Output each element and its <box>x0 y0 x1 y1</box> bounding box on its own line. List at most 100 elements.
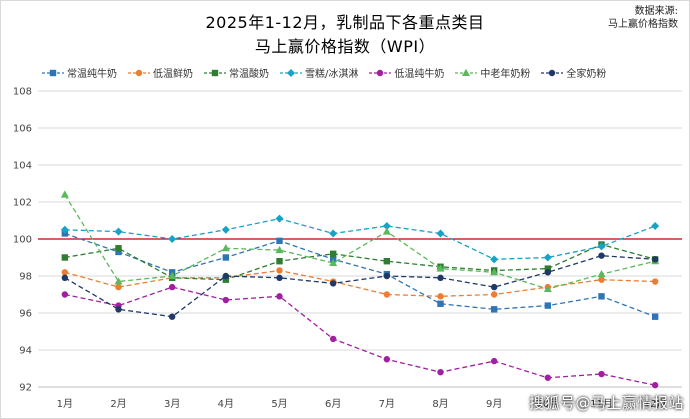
series-7-point-7 <box>383 272 391 280</box>
source-label: 数据来源: <box>634 6 678 17</box>
series-1-point-12 <box>651 313 659 320</box>
series-line-3 <box>64 243 656 281</box>
series-1-point-2 <box>115 248 122 256</box>
legend-item-7: 全家奶粉 <box>541 65 606 80</box>
y-tick-label-106: 106 <box>13 124 32 135</box>
x-tick-label-1: 1月 <box>57 398 73 410</box>
y-tick-label-92: 92 <box>19 383 32 394</box>
legend-swatch-1 <box>42 69 64 76</box>
series-1-point-9 <box>490 306 498 313</box>
y-tick-label-98: 98 <box>19 272 32 283</box>
source-note: 数据来源: 马上赢价格指数 <box>608 5 678 31</box>
series-7-point-4 <box>222 272 230 280</box>
series-1-point-10 <box>544 302 552 309</box>
series-5-point-5 <box>276 293 283 300</box>
series-2-point-9 <box>490 291 498 298</box>
source-name: 马上赢价格指数 <box>608 19 678 30</box>
legend-label-5: 低温纯牛奶 <box>394 69 445 80</box>
x-tick-label-11: 11月 <box>590 398 613 410</box>
series-1-point-8 <box>437 300 444 307</box>
legend-swatch-6 <box>455 68 478 76</box>
series-7-point-10 <box>544 269 552 276</box>
series-3-point-2 <box>115 245 122 252</box>
series-4-point-10 <box>543 253 552 262</box>
series-4-point-8 <box>436 229 445 238</box>
series-4-point-5 <box>275 214 284 223</box>
series-7-point-8 <box>437 274 444 282</box>
x-tick-label-4: 4月 <box>218 398 234 410</box>
x-tick-label-6: 6月 <box>325 398 341 410</box>
chart-title-line2: 马上赢价格指数（WPI） <box>254 37 436 56</box>
watermark: 搜狐号@马上赢情报站 <box>528 394 684 412</box>
series-5-point-11 <box>598 370 605 378</box>
legend-marker-5 <box>377 69 384 76</box>
legend-swatch-5 <box>369 69 392 76</box>
series-6-point-7 <box>382 227 391 235</box>
series-7-point-12 <box>651 256 659 263</box>
series-2-point-5 <box>276 267 283 274</box>
series-4-point-1 <box>60 225 69 234</box>
legend-label-2: 低温鲜奶 <box>153 69 193 80</box>
series-6-point-1 <box>60 190 69 198</box>
series-1-point-11 <box>598 293 605 300</box>
series-line-2 <box>64 269 656 297</box>
series-6-point-8 <box>436 264 445 272</box>
x-tick-label-2: 2月 <box>110 398 126 410</box>
legend-label-3: 常温酸奶 <box>229 69 269 80</box>
series-2-point-12 <box>651 278 659 285</box>
series-7-point-3 <box>168 313 176 320</box>
legend-item-4: 雪糕/冰淇淋 <box>280 65 358 80</box>
x-tick-label-5: 5月 <box>271 398 287 410</box>
series-4-point-7 <box>382 222 391 231</box>
series-5-point-10 <box>544 374 552 381</box>
legend-swatch-3 <box>204 69 226 76</box>
series-4-point-11 <box>597 242 606 251</box>
series-7-point-1 <box>61 274 69 282</box>
series-1-point-4 <box>222 254 230 261</box>
x-tick-label-8: 8月 <box>432 398 448 410</box>
series-2-point-2 <box>115 283 122 291</box>
legend-marker-2 <box>135 69 143 76</box>
series-3-point-5 <box>276 258 283 265</box>
series-6-point-5 <box>275 245 284 254</box>
legend-item-2: 低温鲜奶 <box>128 65 193 80</box>
series-4-point-4 <box>221 225 230 234</box>
legend-label-6: 中老年奶粉 <box>480 69 531 80</box>
legend-marker-3 <box>211 69 219 76</box>
x-tick-label-9: 9月 <box>486 398 502 410</box>
chart-title-line1: 2025年1-12月，乳制品下各重点类目 <box>205 13 485 32</box>
series-3-point-4 <box>222 276 230 283</box>
series-5-point-6 <box>329 335 337 343</box>
series-7-point-11 <box>598 252 605 259</box>
chart-legend: 常温纯牛奶 低温鲜奶 常温酸奶 雪糕/冰淇淋 低温纯牛奶 中老年奶粉 全家奶粉 <box>42 65 606 80</box>
y-tick-label-104: 104 <box>13 161 32 172</box>
series-5-point-8 <box>437 369 444 376</box>
series-4-point-2 <box>114 227 123 236</box>
series-2-point-1 <box>61 269 69 276</box>
series-7-point-2 <box>115 306 122 313</box>
series-6-point-10 <box>543 284 552 292</box>
legend-marker-7 <box>549 69 556 76</box>
legend-item-3: 常温酸奶 <box>204 65 269 80</box>
series-7-point-9 <box>490 283 498 291</box>
series-1-point-5 <box>276 237 283 245</box>
series-line-7 <box>64 255 656 318</box>
series-4-point-6 <box>329 229 338 238</box>
series-6-point-11 <box>597 269 606 278</box>
series-6-point-3 <box>168 271 177 279</box>
series-5-point-12 <box>651 381 659 389</box>
legend-item-6: 中老年奶粉 <box>455 65 530 80</box>
series-2-point-8 <box>437 293 444 300</box>
series-5-point-9 <box>490 357 498 365</box>
series-6-point-2 <box>114 277 123 285</box>
legend-marker-1 <box>49 69 57 76</box>
legend-swatch-2 <box>128 69 150 76</box>
series-line-1 <box>64 232 656 318</box>
y-tick-label-102: 102 <box>13 198 32 209</box>
series-7-point-5 <box>276 274 283 282</box>
series-5-point-7 <box>383 356 391 363</box>
legend-label-7: 全家奶粉 <box>566 69 607 80</box>
series-4-point-3 <box>168 235 177 243</box>
series-6-point-9 <box>490 268 499 276</box>
